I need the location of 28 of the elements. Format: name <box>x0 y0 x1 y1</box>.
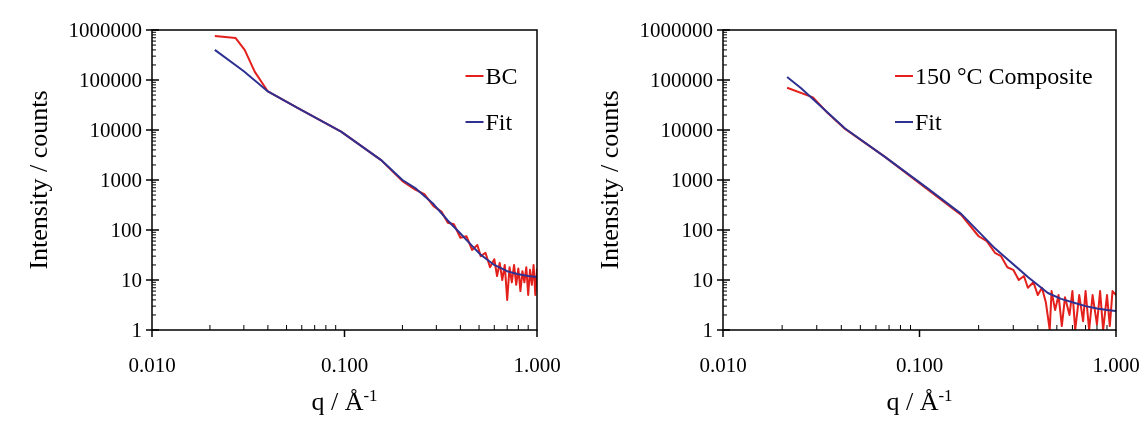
x-tick-label: 0.010 <box>699 353 747 377</box>
y-tick-label: 10000 <box>89 118 142 143</box>
x-tick-label: 1.000 <box>513 353 561 377</box>
x-tick-label: 0.010 <box>128 353 176 377</box>
x-axis-title: q / Å$^{-1}$ <box>886 385 953 416</box>
y-tick-label: 1000 <box>671 168 713 193</box>
y-tick-label: 1 <box>131 318 142 343</box>
y-tick-label: 10 <box>121 268 142 293</box>
y-tick-label: 10000 <box>660 118 713 143</box>
y-tick-label: 1000000 <box>639 18 713 43</box>
x-tick-label: 0.100 <box>320 353 369 377</box>
y-tick-label: 100 <box>681 218 713 243</box>
y-axis-title: Intensity / counts <box>24 90 53 270</box>
y-tick-label: 100000 <box>650 68 713 93</box>
x-axis-title: q / Å$^{-1}$ <box>311 385 378 416</box>
x-tick-label: 0.100 <box>895 353 944 377</box>
legend-label: BC <box>485 63 518 89</box>
y-tick-label: 1000000 <box>68 18 142 43</box>
y-tick-label: 100 <box>110 218 142 243</box>
y-axis-title: Intensity / counts <box>595 90 624 270</box>
legend-label: Fit <box>485 109 513 135</box>
x-tick-label: 1.000 <box>1092 353 1140 377</box>
y-tick-label: 1 <box>702 318 713 343</box>
legend-label: Fit <box>915 109 943 135</box>
y-tick-label: 100000 <box>79 68 142 93</box>
y-tick-label: 1000 <box>100 168 142 193</box>
legend-label: 150 °C Composite <box>915 63 1093 89</box>
y-tick-label: 10 <box>692 268 713 293</box>
